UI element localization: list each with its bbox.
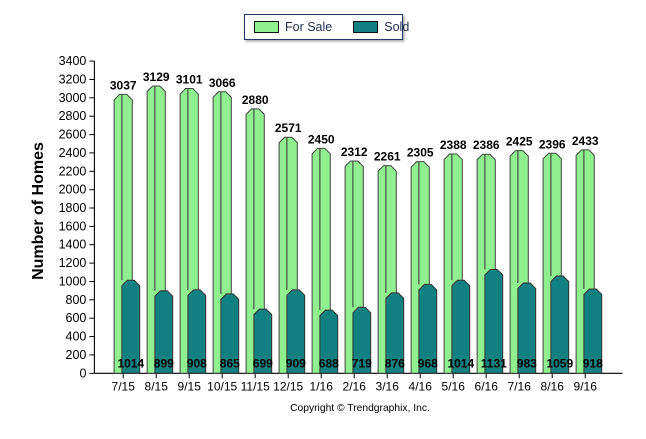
svg-text:1600: 1600 bbox=[59, 219, 87, 233]
svg-text:719: 719 bbox=[352, 356, 372, 370]
svg-text:1014: 1014 bbox=[447, 356, 474, 370]
svg-text:2000: 2000 bbox=[59, 183, 87, 197]
svg-text:3/16: 3/16 bbox=[376, 379, 400, 393]
svg-text:3066: 3066 bbox=[209, 76, 236, 90]
svg-text:2600: 2600 bbox=[59, 128, 87, 142]
svg-text:9/16: 9/16 bbox=[574, 379, 598, 393]
svg-text:1014: 1014 bbox=[117, 356, 144, 370]
svg-text:2396: 2396 bbox=[539, 137, 566, 151]
svg-text:3200: 3200 bbox=[59, 73, 87, 87]
svg-text:1400: 1400 bbox=[59, 238, 87, 252]
svg-text:865: 865 bbox=[220, 356, 240, 370]
svg-text:8/16: 8/16 bbox=[541, 379, 565, 393]
svg-text:688: 688 bbox=[319, 356, 339, 370]
svg-text:2425: 2425 bbox=[506, 135, 533, 149]
svg-text:2305: 2305 bbox=[407, 146, 434, 160]
svg-text:3037: 3037 bbox=[110, 78, 137, 92]
svg-text:3400: 3400 bbox=[59, 54, 87, 68]
svg-text:10/15: 10/15 bbox=[207, 379, 237, 393]
svg-text:2433: 2433 bbox=[572, 134, 599, 148]
svg-text:2880: 2880 bbox=[242, 93, 269, 107]
svg-text:1000: 1000 bbox=[59, 275, 87, 289]
svg-text:1059: 1059 bbox=[546, 356, 573, 370]
svg-text:2571: 2571 bbox=[275, 121, 302, 135]
svg-text:2312: 2312 bbox=[341, 145, 368, 159]
svg-text:6/16: 6/16 bbox=[475, 379, 499, 393]
svg-text:899: 899 bbox=[154, 356, 174, 370]
svg-text:1200: 1200 bbox=[59, 256, 87, 270]
svg-text:699: 699 bbox=[253, 356, 273, 370]
svg-text:400: 400 bbox=[66, 330, 87, 344]
svg-text:2/16: 2/16 bbox=[343, 379, 367, 393]
svg-text:7/15: 7/15 bbox=[112, 379, 136, 393]
svg-text:2800: 2800 bbox=[59, 109, 87, 123]
svg-text:3129: 3129 bbox=[143, 70, 170, 84]
svg-text:9/15: 9/15 bbox=[178, 379, 202, 393]
svg-text:968: 968 bbox=[418, 356, 438, 370]
svg-text:1131: 1131 bbox=[481, 356, 507, 370]
svg-text:2200: 2200 bbox=[59, 164, 87, 178]
svg-text:5/16: 5/16 bbox=[442, 379, 466, 393]
svg-text:908: 908 bbox=[187, 356, 207, 370]
svg-text:3000: 3000 bbox=[59, 91, 87, 105]
svg-text:600: 600 bbox=[66, 311, 87, 325]
svg-text:918: 918 bbox=[583, 356, 603, 370]
svg-text:7/16: 7/16 bbox=[508, 379, 532, 393]
svg-text:2261: 2261 bbox=[374, 150, 401, 164]
svg-text:12/15: 12/15 bbox=[273, 379, 303, 393]
svg-text:800: 800 bbox=[66, 293, 87, 307]
svg-text:876: 876 bbox=[385, 356, 405, 370]
svg-text:2386: 2386 bbox=[473, 138, 500, 152]
svg-text:1800: 1800 bbox=[59, 201, 87, 215]
svg-text:1/16: 1/16 bbox=[310, 379, 334, 393]
svg-text:3101: 3101 bbox=[176, 73, 203, 87]
svg-text:983: 983 bbox=[517, 356, 537, 370]
svg-text:4/16: 4/16 bbox=[409, 379, 433, 393]
svg-text:8/15: 8/15 bbox=[145, 379, 169, 393]
svg-text:2388: 2388 bbox=[440, 138, 467, 152]
svg-text:2400: 2400 bbox=[59, 146, 87, 160]
svg-text:200: 200 bbox=[66, 348, 87, 362]
svg-text:11/15: 11/15 bbox=[241, 379, 270, 393]
svg-text:2450: 2450 bbox=[308, 132, 335, 146]
svg-text:909: 909 bbox=[286, 356, 306, 370]
svg-text:0: 0 bbox=[79, 366, 86, 380]
